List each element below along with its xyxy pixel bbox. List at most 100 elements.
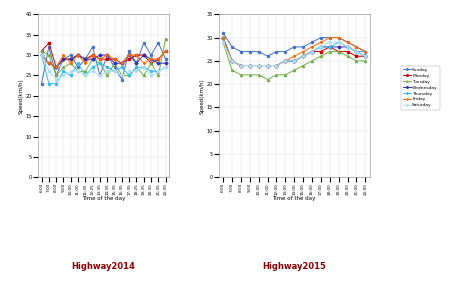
Monday bbox=[75, 53, 81, 57]
Monday bbox=[354, 55, 359, 58]
Monday bbox=[82, 57, 88, 61]
Saturday bbox=[46, 69, 52, 73]
Thursday bbox=[155, 69, 161, 73]
Line: Saturday: Saturday bbox=[222, 41, 366, 67]
Thursday bbox=[104, 65, 110, 69]
Sunday bbox=[126, 49, 132, 53]
Friday bbox=[163, 49, 168, 53]
Saturday bbox=[68, 69, 73, 73]
Thursday bbox=[53, 82, 59, 85]
Thursday bbox=[300, 55, 306, 58]
Wednesday bbox=[273, 64, 279, 67]
Friday bbox=[90, 53, 95, 57]
Monday bbox=[112, 57, 118, 61]
Wednesday bbox=[336, 45, 341, 49]
Thursday bbox=[256, 64, 262, 67]
Thursday bbox=[75, 61, 81, 65]
Line: Thursday: Thursday bbox=[222, 37, 366, 67]
Saturday bbox=[82, 74, 88, 77]
Saturday bbox=[309, 50, 315, 53]
Wednesday bbox=[292, 59, 297, 63]
Sunday bbox=[256, 50, 262, 53]
Tuesday bbox=[141, 74, 146, 77]
Thursday bbox=[247, 64, 253, 67]
Thursday bbox=[39, 53, 45, 57]
Monday bbox=[141, 53, 146, 57]
Thursday bbox=[238, 64, 244, 67]
Tuesday bbox=[68, 61, 73, 65]
Monday bbox=[264, 64, 270, 67]
Line: Monday: Monday bbox=[40, 42, 167, 68]
Wednesday bbox=[126, 53, 132, 57]
Line: Friday: Friday bbox=[222, 37, 366, 67]
Sunday bbox=[309, 41, 315, 44]
Wednesday bbox=[134, 61, 139, 65]
Friday bbox=[39, 53, 45, 57]
Saturday bbox=[90, 69, 95, 73]
Line: Tuesday: Tuesday bbox=[40, 38, 167, 76]
Sunday bbox=[148, 53, 154, 57]
Monday bbox=[238, 64, 244, 67]
Wednesday bbox=[318, 45, 324, 49]
Saturday bbox=[119, 74, 125, 77]
Friday bbox=[141, 61, 146, 65]
Thursday bbox=[264, 64, 270, 67]
Friday bbox=[46, 61, 52, 65]
Saturday bbox=[300, 55, 306, 58]
Friday bbox=[345, 41, 350, 44]
Tuesday bbox=[46, 53, 52, 57]
Thursday bbox=[82, 74, 88, 77]
Monday bbox=[300, 55, 306, 58]
Thursday bbox=[273, 64, 279, 67]
Text: Highway2015: Highway2015 bbox=[262, 262, 326, 271]
Monday bbox=[220, 36, 226, 39]
Wednesday bbox=[82, 57, 88, 61]
Friday bbox=[119, 61, 125, 65]
Tuesday bbox=[75, 69, 81, 73]
Sunday bbox=[46, 45, 52, 49]
Y-axis label: Speed(km/h): Speed(km/h) bbox=[19, 78, 24, 114]
Thursday bbox=[163, 65, 168, 69]
Tuesday bbox=[345, 55, 350, 58]
Monday bbox=[229, 59, 235, 63]
Wednesday bbox=[345, 45, 350, 49]
Thursday bbox=[336, 41, 341, 44]
Monday bbox=[97, 57, 103, 61]
Saturday bbox=[39, 53, 45, 57]
Friday bbox=[256, 64, 262, 67]
Wednesday bbox=[53, 65, 59, 69]
Line: Wednesday: Wednesday bbox=[40, 54, 167, 68]
Saturday bbox=[163, 65, 168, 69]
Thursday bbox=[354, 50, 359, 53]
Saturday bbox=[134, 69, 139, 73]
Wednesday bbox=[264, 64, 270, 67]
Wednesday bbox=[163, 61, 168, 65]
Monday bbox=[247, 64, 253, 67]
Saturday bbox=[283, 59, 288, 63]
Wednesday bbox=[327, 45, 333, 49]
Sunday bbox=[68, 53, 73, 57]
Friday bbox=[309, 45, 315, 49]
Saturday bbox=[345, 45, 350, 49]
Sunday bbox=[238, 50, 244, 53]
Monday bbox=[104, 57, 110, 61]
Tuesday bbox=[247, 73, 253, 77]
Thursday bbox=[327, 45, 333, 49]
Monday bbox=[292, 59, 297, 63]
Monday bbox=[134, 53, 139, 57]
Thursday bbox=[309, 50, 315, 53]
Sunday bbox=[229, 45, 235, 49]
Wednesday bbox=[309, 50, 315, 53]
Sunday bbox=[300, 45, 306, 49]
Saturday bbox=[318, 45, 324, 49]
Sunday bbox=[75, 65, 81, 69]
Monday bbox=[309, 50, 315, 53]
Sunday bbox=[104, 53, 110, 57]
Tuesday bbox=[134, 65, 139, 69]
Friday bbox=[327, 36, 333, 39]
Monday bbox=[90, 53, 95, 57]
Wednesday bbox=[256, 64, 262, 67]
Sunday bbox=[363, 50, 368, 53]
Tuesday bbox=[264, 78, 270, 81]
Wednesday bbox=[283, 59, 288, 63]
